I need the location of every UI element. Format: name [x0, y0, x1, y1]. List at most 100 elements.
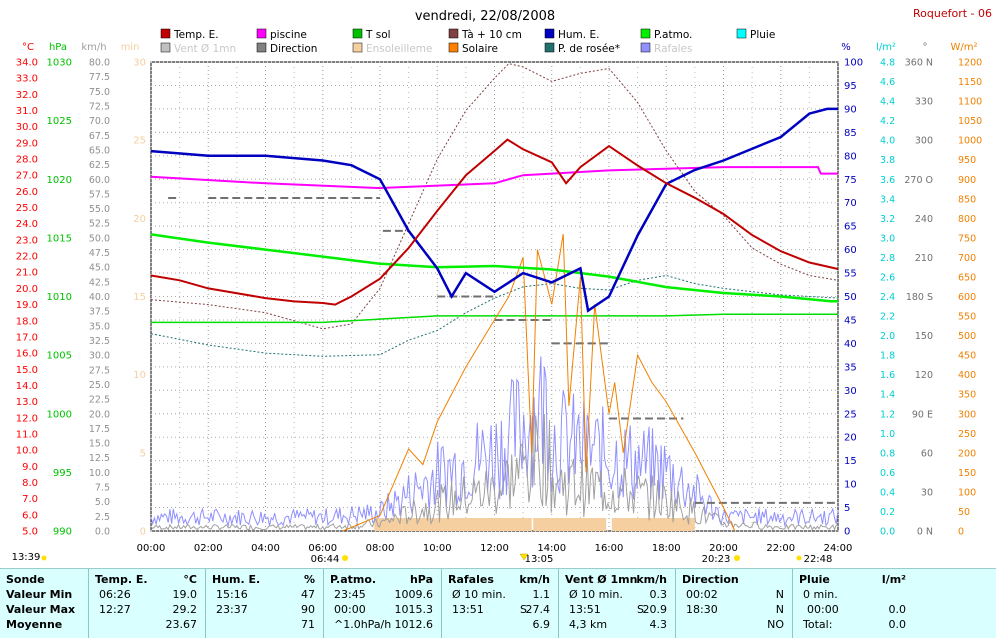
- pct-axis-tick: 15: [844, 456, 857, 467]
- patm-trend: ^1.0hPa/h: [334, 618, 392, 631]
- patm-max-val: 1015.3: [394, 603, 434, 616]
- lm2-axis-tick: 4.4: [880, 97, 895, 108]
- min-axis-tick: 20: [133, 214, 146, 225]
- temp-axis-tick: 7.0: [22, 494, 38, 505]
- vent-unit: km/h: [636, 573, 667, 586]
- dir-max-val: N: [775, 603, 784, 616]
- legend-label: Ensoleilleme: [366, 43, 432, 55]
- raf-title: Rafales: [448, 573, 494, 586]
- pluie-total-label: Total:: [803, 618, 833, 631]
- event-label: 22:48: [804, 554, 833, 565]
- pluie-total: 0.0: [888, 618, 907, 631]
- hum-unit: %: [303, 573, 315, 586]
- wm2-axis-tick: 950: [958, 155, 976, 166]
- summary-patm: P.atmo. hPa 23:45 1009.6 00:00 1015.3 ^1…: [324, 569, 442, 638]
- pct-axis-tick: 80: [844, 151, 857, 162]
- dir-max-time: 18:30: [686, 603, 718, 616]
- series-temp: [150, 138, 839, 306]
- legend-swatch: [640, 42, 651, 53]
- legend-swatch: [256, 42, 267, 53]
- lm2-axis-tick: 2.8: [880, 253, 895, 264]
- legend-swatch: [448, 42, 459, 53]
- hpa-axis-tick: 995: [53, 468, 72, 479]
- pluie-max-val: 0.0: [888, 603, 907, 616]
- wm2-axis-tick: 350: [958, 390, 976, 401]
- summary-raf: Rafales km/h Ø 10 min. 1.1 13:51 S 27.4 …: [442, 569, 559, 638]
- deg-axis-tick: 90 E: [912, 409, 933, 420]
- temp-avg: 23.67: [165, 618, 198, 631]
- temp-axis-tick: 20.0: [16, 284, 38, 295]
- pct-axis-tick: 50: [844, 292, 857, 303]
- kmh-axis-tick: 27.5: [89, 365, 110, 376]
- temp-axis-tick: 17.0: [16, 332, 38, 343]
- sunshine-bar: [374, 518, 532, 531]
- deg-axis-tick: 60: [921, 448, 933, 459]
- dir-min-time: 00:02: [686, 588, 718, 601]
- temp-axis-tick: 30.0: [16, 122, 38, 133]
- kmh-axis-tick: 17.5: [89, 424, 110, 435]
- patm-max-time: 00:00: [334, 603, 366, 616]
- hpa-axis-tick: 1015: [47, 233, 72, 244]
- dir-avg: NO: [767, 618, 784, 631]
- patm-unit: hPa: [409, 573, 433, 586]
- legend-label: Pluie: [750, 29, 775, 41]
- event-label: 13:39: [12, 552, 41, 563]
- kmh-axis-tick: 45.0: [89, 263, 110, 274]
- pct-axis-tick: 65: [844, 222, 857, 233]
- summary-rowheaders: Sonde Valeur Min Valeur Max Moyenne: [0, 569, 89, 638]
- series-patm: [150, 233, 838, 303]
- temp-axis-tick: 9.0: [22, 462, 38, 473]
- pluie-max-time: 00:00: [807, 603, 839, 616]
- deg-axis-tick: 0 N: [917, 527, 933, 538]
- kmh-axis-tick: 20.0: [89, 409, 110, 420]
- temp-axis-tick: 31.0: [16, 106, 38, 117]
- hum-max-val: 90: [301, 603, 315, 616]
- row-min: Valeur Min: [6, 588, 73, 601]
- lm2-axis-tick: 0.8: [880, 448, 895, 459]
- axis-unit-label: hPa: [49, 42, 67, 53]
- patm-title: P.atmo.: [330, 573, 377, 586]
- axis-unit-label: min: [121, 42, 140, 53]
- lm2-axis-tick: 3.2: [880, 214, 895, 225]
- deg-axis-tick: 30: [921, 487, 933, 498]
- raf-unit: km/h: [519, 573, 550, 586]
- kmh-axis-tick: 57.5: [89, 189, 110, 200]
- min-axis-tick: 5: [140, 448, 146, 459]
- lm2-axis-tick: 3.0: [880, 233, 895, 244]
- wm2-axis-tick: 100: [958, 487, 976, 498]
- vent-min-time: Ø 10 min.: [569, 588, 623, 601]
- sunrise-icon: [342, 555, 348, 561]
- weather-chart: 00:00 02:00 04:00 06:00 08:00 10:00 12:00 14:00…: [12, 7, 992, 565]
- legend-swatch: [352, 42, 363, 53]
- vent-title: Vent Ø 1mn: [565, 573, 638, 586]
- row-sonde: Sonde: [6, 573, 45, 586]
- lm2-axis-tick: 0.2: [880, 507, 895, 518]
- pluie-title: Pluie: [799, 573, 830, 586]
- wm2-axis-tick: 1000: [958, 136, 982, 147]
- lm2-axis-tick: 0.0: [880, 527, 895, 538]
- kmh-axis-tick: 10.0: [89, 468, 110, 479]
- pct-axis-tick: 40: [844, 339, 857, 350]
- vent-max-time: 13:51: [569, 603, 601, 616]
- raf-max-dir: S: [520, 603, 527, 616]
- row-max: Valeur Max: [6, 603, 76, 616]
- temp-axis-tick: 28.0: [16, 155, 38, 166]
- legend-label: Temp. E.: [173, 29, 219, 41]
- min-axis-tick: 0: [140, 527, 146, 538]
- min-axis-tick: 15: [133, 292, 146, 303]
- lm2-axis-tick: 2.0: [880, 331, 895, 342]
- wm2-axis-tick: 650: [958, 272, 976, 283]
- temp-axis-tick: 21.0: [16, 268, 38, 279]
- legend-label: Hum. E.: [558, 29, 599, 41]
- deg-axis-tick: 150: [915, 331, 933, 342]
- kmh-axis-tick: 77.5: [89, 72, 110, 83]
- pct-axis-tick: 70: [844, 198, 857, 209]
- kmh-axis-tick: 67.5: [89, 131, 110, 142]
- kmh-axis-tick: 0.0: [95, 527, 110, 538]
- legend-label: Tà + 10 cm: [461, 29, 522, 41]
- deg-axis-tick: 330: [915, 97, 933, 108]
- temp-axis-tick: 33.0: [16, 74, 38, 85]
- pct-axis-tick: 60: [844, 245, 857, 256]
- series-rosee: [150, 274, 839, 357]
- lm2-axis-tick: 4.6: [880, 77, 895, 88]
